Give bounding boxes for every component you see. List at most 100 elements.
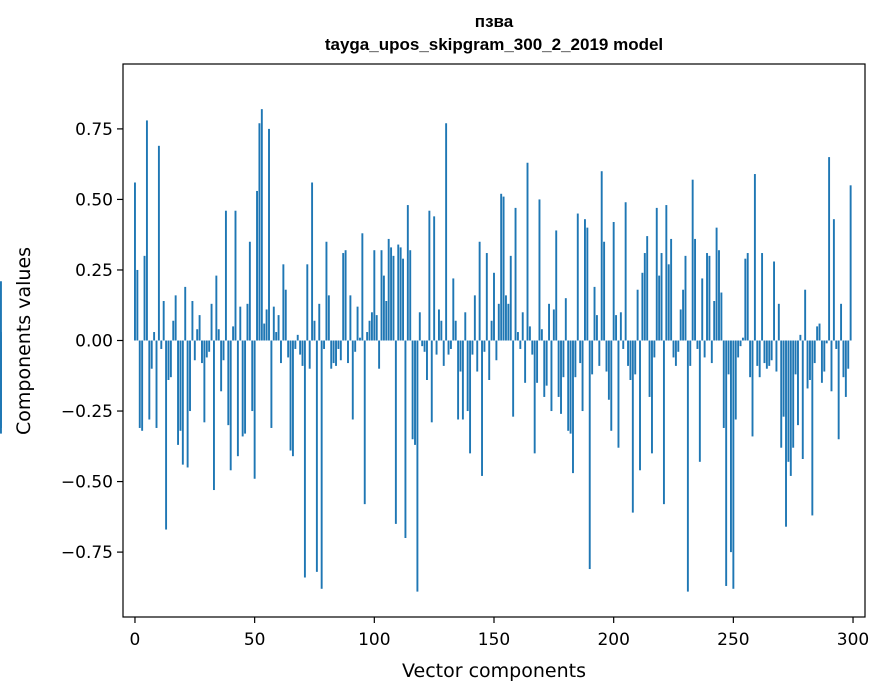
- bar: [619, 312, 622, 341]
- bar: [615, 315, 618, 341]
- bar: [557, 340, 560, 397]
- bar: [828, 157, 831, 341]
- x-tick-label: 250: [717, 630, 749, 650]
- bar: [229, 340, 232, 471]
- bar: [782, 340, 785, 417]
- bar: [495, 340, 498, 361]
- bar: [260, 109, 263, 341]
- bar: [236, 340, 239, 457]
- bar: [461, 340, 464, 420]
- x-tick-label: 0: [130, 630, 141, 650]
- bar: [198, 315, 201, 341]
- bar: [797, 340, 799, 426]
- bar: [150, 340, 153, 369]
- bar: [404, 340, 407, 538]
- chart-title: пзва: [474, 12, 514, 31]
- bar: [603, 241, 606, 341]
- bar: [406, 205, 409, 341]
- bar: [244, 340, 247, 434]
- bar: [239, 306, 242, 341]
- bar: [193, 340, 196, 361]
- bar: [301, 340, 304, 366]
- bar: [567, 340, 570, 431]
- bar: [696, 340, 699, 349]
- y-tick-label: −0.25: [61, 402, 113, 422]
- bar: [641, 272, 644, 341]
- bar: [794, 340, 797, 375]
- bar: [370, 312, 373, 341]
- bar: [765, 340, 768, 369]
- bar: [627, 340, 629, 366]
- bar: [818, 323, 821, 341]
- bar: [253, 340, 256, 479]
- bar: [476, 340, 479, 372]
- bar: [181, 340, 184, 465]
- bar: [179, 340, 182, 431]
- bar: [213, 340, 215, 491]
- bar: [332, 340, 335, 364]
- bar: [737, 340, 740, 358]
- bar: [141, 340, 144, 431]
- bar: [315, 340, 318, 572]
- bar: [842, 340, 845, 378]
- bar: [562, 340, 565, 378]
- bar: [469, 340, 472, 454]
- bar: [284, 289, 287, 341]
- bar: [844, 340, 847, 397]
- bar: [409, 250, 412, 341]
- bar: [751, 340, 754, 437]
- y-tick-label: 0.25: [75, 261, 113, 281]
- bar: [552, 309, 555, 341]
- bar: [548, 303, 550, 341]
- bar: [275, 332, 278, 341]
- bar: [639, 340, 641, 471]
- bar: [643, 253, 646, 341]
- bar: [730, 340, 732, 553]
- bar: [349, 295, 352, 341]
- bar: [660, 253, 663, 341]
- bar: [289, 340, 292, 451]
- bar: [849, 185, 852, 341]
- x-tick-label: 300: [837, 630, 869, 650]
- bar: [368, 320, 371, 341]
- bar: [507, 303, 510, 341]
- bar: [248, 241, 251, 341]
- bar: [385, 301, 388, 341]
- bar: [265, 309, 268, 341]
- bar: [550, 340, 553, 412]
- bar: [473, 295, 476, 341]
- bar: [186, 340, 189, 468]
- bar: [725, 340, 728, 586]
- bar: [256, 190, 258, 341]
- bar: [313, 320, 316, 341]
- bar: [727, 340, 730, 375]
- bar: [741, 337, 744, 341]
- plot-frame: [122, 63, 866, 618]
- bar: [222, 340, 225, 361]
- bar: [153, 332, 156, 341]
- bar: [189, 340, 191, 412]
- bar: [713, 301, 716, 341]
- bar: [454, 320, 457, 341]
- bar: [481, 340, 483, 476]
- bar: [0, 281, 2, 341]
- bar: [835, 340, 838, 349]
- bar: [442, 340, 445, 366]
- bar: [464, 312, 467, 341]
- bar: [622, 340, 625, 349]
- bar: [672, 340, 675, 358]
- bar: [215, 275, 218, 341]
- bar: [426, 340, 428, 380]
- bar: [296, 334, 299, 341]
- bar: [428, 210, 431, 341]
- bar: [291, 340, 294, 457]
- bar: [318, 303, 321, 341]
- bar: [744, 258, 747, 341]
- bar: [325, 241, 328, 341]
- bar: [500, 193, 503, 341]
- bar: [342, 253, 345, 341]
- bar: [847, 340, 850, 369]
- bar: [421, 340, 424, 347]
- bar: [280, 340, 282, 364]
- bar: [411, 340, 414, 440]
